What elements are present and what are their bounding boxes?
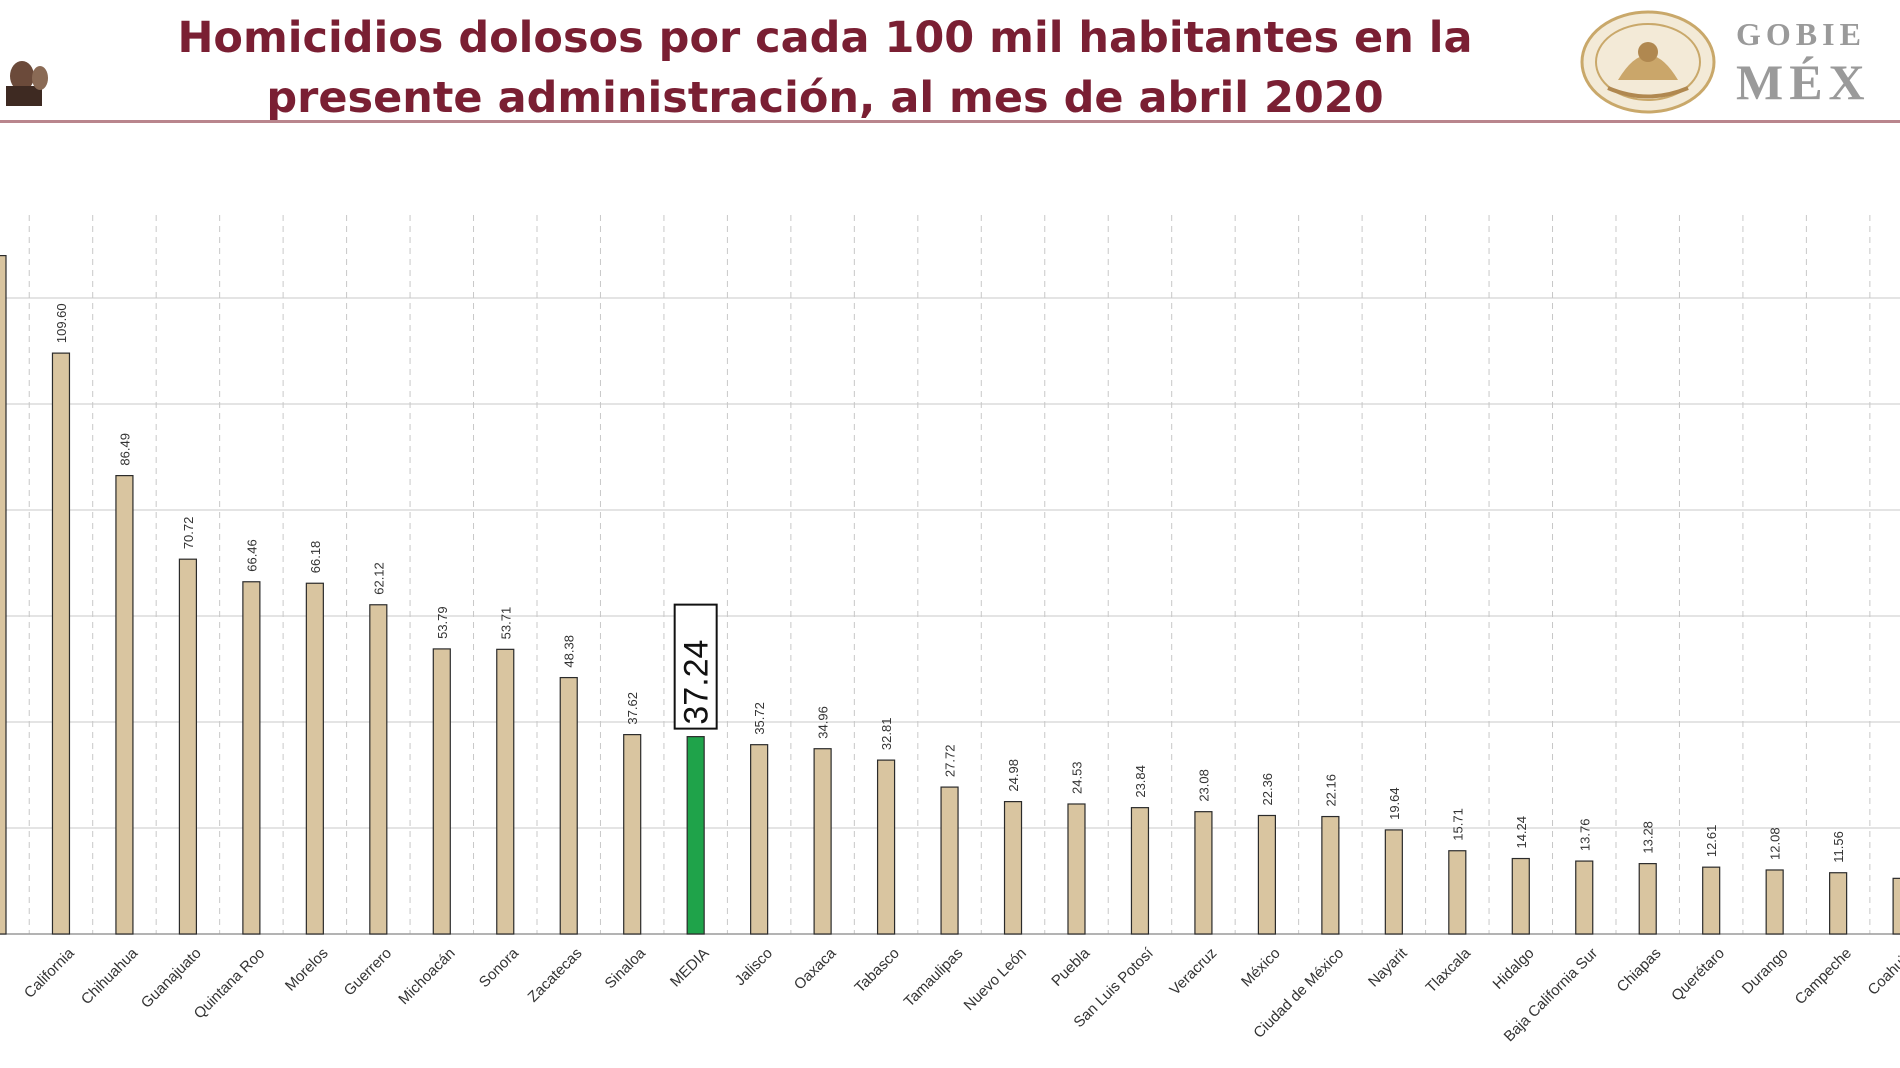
category-tick-label: México bbox=[1238, 945, 1284, 991]
bar bbox=[51, 352, 71, 935]
category-tick-label: Tlaxcala bbox=[1423, 944, 1475, 996]
bar-value-label: 70.72 bbox=[181, 517, 196, 550]
bar-value-label: 62.12 bbox=[371, 562, 386, 595]
bar-value-label: 23.08 bbox=[1196, 769, 1211, 802]
media-bar bbox=[686, 736, 705, 935]
bar-value-label: 19.64 bbox=[1387, 787, 1402, 820]
bar-value-label: 66.46 bbox=[244, 539, 259, 572]
bar bbox=[1003, 801, 1023, 935]
header: Homicidios dolosos por cada 100 mil habi… bbox=[0, 0, 1900, 123]
media-value-box bbox=[673, 603, 718, 730]
category-tick-label: Sinaloa bbox=[602, 944, 650, 992]
bar bbox=[940, 786, 959, 935]
page-title: Homicidios dolosos por cada 100 mil habi… bbox=[80, 8, 1570, 128]
bar-value-label: 24.53 bbox=[1069, 761, 1084, 794]
bar-value-label: 22.16 bbox=[1323, 774, 1338, 807]
bar bbox=[1067, 803, 1086, 935]
coat-of-arms-icon bbox=[1580, 10, 1716, 114]
bar bbox=[1257, 814, 1277, 935]
bar bbox=[1892, 877, 1900, 935]
bar-value-label: 15.71 bbox=[1450, 808, 1465, 841]
bar-value-label: 53.71 bbox=[498, 607, 513, 640]
category-tick-label: Chiapas bbox=[1614, 945, 1665, 996]
bar-value-label: 22.36 bbox=[1260, 773, 1275, 806]
bar bbox=[1448, 850, 1467, 935]
gob-line-1: GOBIE bbox=[1736, 16, 1866, 52]
category-tick-label: Morelos bbox=[282, 945, 332, 995]
bar-value-label: 35.72 bbox=[752, 702, 767, 735]
bar-value-label: 13.76 bbox=[1577, 819, 1592, 852]
bar bbox=[1384, 829, 1403, 935]
bar bbox=[1765, 869, 1784, 935]
bar-value-label: 13.28 bbox=[1641, 821, 1656, 854]
bar-value-label: 14.24 bbox=[1514, 816, 1529, 849]
category-tick-label: Sonora bbox=[476, 944, 523, 991]
category-tick-label: Veracruz bbox=[1166, 945, 1220, 999]
bar bbox=[876, 759, 896, 935]
bar-value-label: 12.61 bbox=[1704, 825, 1719, 858]
heroes-portrait-icon bbox=[0, 48, 50, 108]
category-tick-label: Nuevo León bbox=[961, 945, 1030, 1014]
bar bbox=[0, 255, 7, 935]
bar bbox=[559, 676, 578, 935]
category-tick-label: Tamaulipas bbox=[901, 945, 967, 1011]
bar-value-label: 48.38 bbox=[562, 635, 577, 668]
category-tick-label: Durango bbox=[1739, 945, 1792, 998]
category-tick-label: Michoacán bbox=[395, 945, 458, 1008]
bar bbox=[1194, 811, 1213, 935]
gobierno-de-mexico-logo-text: GOBIE MÉX bbox=[1736, 14, 1900, 110]
bar-chart: 109.60 86.49 70.72 66.46 66.18 62.12 53.79 53.7… bbox=[0, 215, 1900, 1045]
bar-value-label: 53.79 bbox=[435, 606, 450, 639]
category-tick-label: Oaxaca bbox=[791, 944, 840, 993]
bar bbox=[432, 648, 451, 935]
bar bbox=[305, 582, 324, 935]
bar bbox=[496, 648, 515, 935]
bar-value-label: 32.81 bbox=[879, 718, 894, 751]
bar-value-label: 86.49 bbox=[117, 433, 132, 466]
bar bbox=[813, 748, 832, 935]
title-line-1: Homicidios dolosos por cada 100 mil habi… bbox=[177, 13, 1473, 63]
bar bbox=[1702, 866, 1721, 935]
category-tick-label: Puebla bbox=[1048, 944, 1094, 990]
bar bbox=[1575, 860, 1594, 935]
bar bbox=[369, 604, 388, 935]
bar-value-label: 34.96 bbox=[816, 706, 831, 739]
bar bbox=[178, 558, 198, 935]
header-divider bbox=[0, 120, 1900, 123]
bar bbox=[115, 475, 134, 935]
bar-value-label: 23.84 bbox=[1133, 765, 1148, 798]
bar-value-label: 109.60 bbox=[54, 303, 69, 343]
bar bbox=[1511, 857, 1530, 935]
category-tick-label: Guanajuato bbox=[138, 945, 205, 1012]
category-tick-label: Campeche bbox=[1792, 945, 1855, 1008]
category-tick-label: MEDIA bbox=[667, 945, 713, 991]
bar bbox=[1321, 815, 1340, 935]
bar-value-label: 27.72 bbox=[943, 745, 958, 778]
category-tick-label: Tabasco bbox=[851, 945, 903, 997]
category-tick-label: Chihuahua bbox=[78, 944, 142, 1008]
category-tick-label: Hidalgo bbox=[1490, 945, 1538, 993]
bar-value-label: 66.18 bbox=[308, 541, 323, 574]
title-line-2: presente administración, al mes de abril… bbox=[266, 73, 1384, 123]
category-tick-label: Zacatecas bbox=[525, 945, 586, 1006]
bar-value-label: 12.08 bbox=[1768, 827, 1783, 860]
category-tick-label: Guerrero bbox=[341, 945, 395, 999]
category-tick-label: Coahuila bbox=[1865, 944, 1900, 998]
category-tick-label: Nayarit bbox=[1365, 944, 1411, 990]
bar bbox=[623, 734, 642, 935]
media-value-label: 37.24 bbox=[678, 640, 716, 725]
bar-value-label: 11.56 bbox=[1831, 831, 1846, 863]
bar-value-label: 37.62 bbox=[625, 692, 640, 725]
bar bbox=[242, 581, 261, 935]
category-tick-label: California bbox=[21, 944, 78, 1001]
category-tick-label: Querétaro bbox=[1668, 945, 1728, 1005]
gob-line-2: MÉX bbox=[1736, 54, 1871, 110]
bar bbox=[1130, 807, 1150, 935]
bar bbox=[750, 744, 769, 935]
bar-value-label: 24.98 bbox=[1006, 759, 1021, 792]
bar bbox=[1638, 863, 1657, 935]
category-tick-label: Jalisco bbox=[732, 945, 776, 989]
bar bbox=[1829, 872, 1848, 935]
